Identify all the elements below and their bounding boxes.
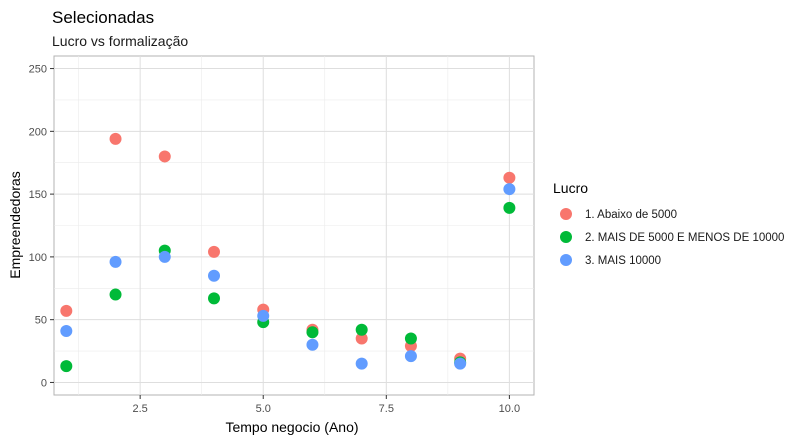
y-tick-label: 150 bbox=[29, 189, 47, 201]
data-point-series-2 bbox=[109, 288, 122, 301]
data-point-series-2 bbox=[208, 292, 220, 305]
data-point-series-3 bbox=[306, 338, 319, 351]
x-tick-label: 10.0 bbox=[499, 403, 520, 415]
chart-title: Selecionadas bbox=[52, 8, 154, 27]
y-axis-title: Empreendedoras bbox=[7, 171, 23, 278]
y-tick-label: 200 bbox=[29, 126, 47, 138]
data-point-series-3 bbox=[109, 255, 122, 268]
data-point-series-3 bbox=[208, 269, 220, 282]
y-tick-label: 0 bbox=[41, 377, 47, 389]
x-axis-ticks: 2.5 5.0 7.5 10.0 bbox=[133, 395, 520, 415]
chart-subtitle: Lucro vs formalização bbox=[52, 33, 188, 49]
data-point-series-1 bbox=[355, 332, 368, 345]
x-tick-label: 7.5 bbox=[379, 403, 394, 415]
legend-key-series-2 bbox=[560, 231, 572, 243]
grid-lines bbox=[54, 56, 534, 395]
data-points bbox=[60, 132, 516, 373]
data-point-series-3 bbox=[60, 324, 73, 337]
data-point-series-1 bbox=[158, 150, 171, 163]
legend-title: Lucro bbox=[553, 180, 588, 196]
y-tick-label: 250 bbox=[29, 64, 47, 76]
data-point-series-2 bbox=[306, 326, 319, 339]
legend-label-series-3: 3. MAIS 10000 bbox=[585, 255, 661, 267]
x-axis-title: Tempo negocio (Ano) bbox=[225, 419, 358, 435]
data-point-series-3 bbox=[158, 250, 171, 263]
data-point-series-1 bbox=[503, 171, 516, 184]
y-axis-ticks: 0 50 100 150 200 250 bbox=[29, 64, 54, 389]
legend-key-series-3 bbox=[560, 254, 572, 266]
legend-key-series-1 bbox=[560, 208, 572, 220]
data-point-series-3 bbox=[454, 357, 467, 370]
data-point-series-1 bbox=[208, 245, 220, 258]
x-tick-label: 5.0 bbox=[256, 403, 271, 415]
data-point-series-2 bbox=[60, 360, 73, 373]
legend: Lucro 1. Abaixo de 5000 2. MAIS DE 5000 E… bbox=[553, 180, 784, 267]
legend-label-series-1: 1. Abaixo de 5000 bbox=[585, 209, 677, 221]
data-point-series-2 bbox=[404, 332, 417, 345]
data-point-series-1 bbox=[109, 132, 122, 145]
data-point-series-3 bbox=[503, 183, 516, 196]
data-point-series-1 bbox=[60, 304, 73, 317]
data-point-series-2 bbox=[503, 201, 516, 214]
data-point-series-3 bbox=[355, 357, 368, 370]
data-point-series-2 bbox=[355, 323, 368, 336]
legend-label-series-2: 2. MAIS DE 5000 E MENOS DE 10000 bbox=[585, 232, 784, 244]
y-tick-label: 100 bbox=[29, 252, 47, 264]
data-point-series-3 bbox=[257, 309, 270, 322]
x-tick-label: 2.5 bbox=[133, 403, 148, 415]
y-tick-label: 50 bbox=[35, 315, 47, 327]
data-point-series-3 bbox=[404, 350, 417, 363]
